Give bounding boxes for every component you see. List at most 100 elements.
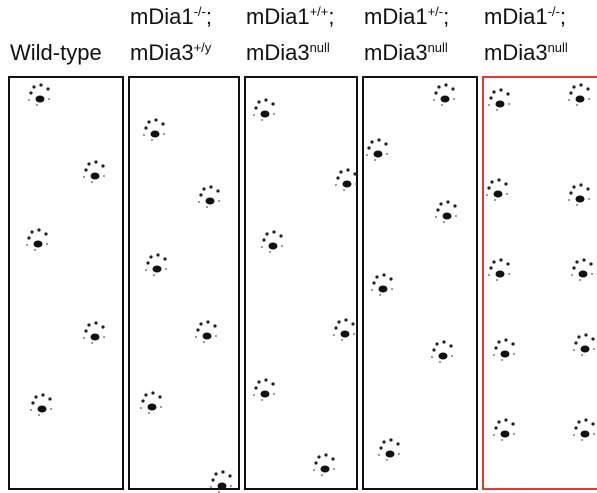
footprint-speck	[593, 348, 595, 350]
footprint-toe	[41, 393, 44, 396]
footprint-toe	[39, 83, 42, 86]
label-text: Wild-type	[10, 40, 102, 65]
panels	[0, 0, 597, 493]
footprint-pad	[494, 191, 503, 198]
footprint-toe	[87, 162, 90, 165]
footprint-toe	[37, 228, 40, 231]
footprint-speck	[371, 289, 373, 291]
footprint-toe	[382, 273, 385, 276]
footprint-speck	[573, 349, 575, 351]
footprint-toe	[389, 438, 392, 441]
footprint-speck	[26, 244, 28, 246]
footprint-pad	[341, 331, 350, 338]
footprint-speck	[48, 98, 50, 100]
footprint-speck	[151, 139, 153, 141]
footprint-speck	[34, 249, 36, 251]
panel-frame	[245, 77, 357, 489]
footprint-speck	[50, 408, 52, 410]
label-superscript: -/-	[194, 4, 206, 19]
footprint-toe	[511, 342, 514, 345]
footprint-speck	[576, 104, 578, 106]
footprint-speck	[36, 104, 38, 106]
footprint-speck	[103, 175, 105, 177]
footprint-toe	[432, 348, 435, 351]
footprint-speck	[103, 336, 105, 338]
footprint-speck	[210, 486, 212, 488]
panel-label: mDia3null	[246, 40, 330, 66]
footprint-speck	[398, 453, 400, 455]
footprint-speck	[30, 409, 32, 411]
footprint-toe	[353, 172, 356, 175]
footprint-speck	[215, 335, 217, 337]
footprint-toe	[94, 160, 97, 163]
footprint-toe	[497, 178, 500, 181]
footprint-toe	[30, 230, 33, 233]
footprint-speck	[140, 407, 142, 409]
footprint-toe	[451, 87, 454, 90]
footprint-toe	[574, 426, 577, 429]
footprint-speck	[91, 342, 93, 344]
footprint-pad	[379, 286, 388, 293]
footprint-toe	[574, 341, 577, 344]
footprint-toe	[492, 90, 495, 93]
label-superscript: null	[548, 40, 568, 55]
footprint-speck	[203, 341, 205, 343]
footprint-toe	[346, 168, 349, 171]
footprint-toe	[196, 328, 199, 331]
footprint-speck	[83, 176, 85, 178]
footprint-speck	[386, 153, 388, 155]
footprint-toe	[586, 187, 589, 190]
footprint-speck	[313, 469, 315, 471]
footprint-toe	[439, 202, 442, 205]
footprint-speck	[165, 268, 167, 270]
footprint-toe	[489, 96, 492, 99]
footprint-pad	[496, 101, 505, 108]
footprint-toe	[489, 266, 492, 269]
footprint-toe	[370, 140, 373, 143]
footprint-toe	[31, 401, 34, 404]
footprint-speck	[513, 353, 515, 355]
footprint-toe	[147, 120, 150, 123]
footprint-toe	[221, 470, 224, 473]
footprint-speck	[341, 339, 343, 341]
footprint-speck	[439, 361, 441, 363]
footprint-toe	[84, 168, 87, 171]
footprint-toe	[504, 338, 507, 341]
footprint-toe	[29, 91, 32, 94]
footprint-toe	[351, 322, 354, 325]
label-text: ;	[328, 4, 334, 29]
footprint-toe	[271, 382, 274, 385]
footprint-toe	[591, 422, 594, 425]
footprint-toe	[209, 185, 212, 188]
footprint-toe	[154, 118, 157, 121]
footprint-toe	[101, 164, 104, 167]
footprint-speck	[28, 99, 30, 101]
footprint-toe	[384, 142, 387, 145]
footprint-toe	[211, 478, 214, 481]
footprint-toe	[146, 261, 149, 264]
footprint-pad	[261, 111, 270, 118]
footprint-toe	[84, 329, 87, 332]
footprint-pad	[269, 243, 278, 250]
footprint-toe	[317, 455, 320, 458]
footprint-speck	[571, 274, 573, 276]
footprint-toe	[396, 442, 399, 445]
footprint-toe	[156, 253, 159, 256]
footprint-speck	[453, 98, 455, 100]
footprint-speck	[568, 199, 570, 201]
footprint-pad	[321, 466, 330, 473]
footprint-speck	[488, 274, 490, 276]
footprint-toe	[46, 87, 49, 90]
footprint-pad	[496, 271, 505, 278]
label-text: mDia1	[130, 4, 194, 29]
footprint-toe	[163, 257, 166, 260]
footprint-pad	[386, 451, 395, 458]
footprint-toe	[375, 275, 378, 278]
footprint-speck	[143, 134, 145, 136]
footprint-toe	[372, 281, 375, 284]
footprint-speck	[230, 485, 232, 487]
footprint-toe	[453, 204, 456, 207]
footprint-speck	[441, 104, 443, 106]
footprint-toe	[586, 87, 589, 90]
footprint-toe	[499, 88, 502, 91]
